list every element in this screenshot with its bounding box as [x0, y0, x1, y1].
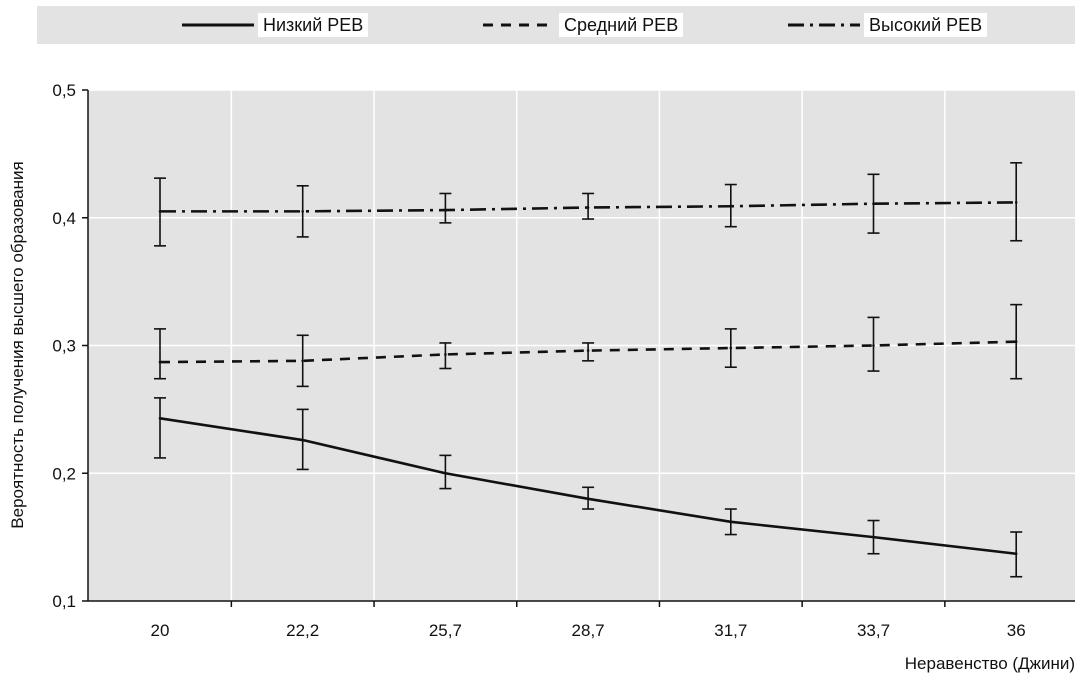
y-tick-label: 0,5: [52, 81, 76, 100]
data-point: [729, 346, 733, 350]
series-layer: [154, 162, 1023, 578]
y-tick-label: 0,2: [52, 464, 76, 483]
legend-item-low: Низкий РЕВ: [182, 6, 369, 44]
x-tick-label: 36: [1007, 621, 1026, 640]
x-axis-title: Неравенство (Джини): [905, 654, 1075, 673]
data-point: [158, 210, 162, 213]
data-point: [1014, 552, 1018, 556]
legend-dashed-line-icon: [483, 23, 555, 27]
data-point: [729, 204, 733, 208]
data-point: [301, 359, 305, 363]
data-point: [872, 535, 875, 539]
y-tick-label: 0,4: [52, 209, 76, 228]
x-ticks: 20 22,2 25,7 28,7 31,7 33,7 36: [151, 601, 1026, 640]
data-point: [586, 349, 590, 352]
y-tick-label: 0,3: [52, 337, 76, 356]
data-point: [158, 360, 162, 364]
x-tick-label: 33,7: [857, 621, 890, 640]
legend-label-medium: Средний РЕВ: [559, 13, 684, 37]
legend-solid-line-icon: [182, 23, 254, 27]
legend-item-medium: Средний РЕВ: [483, 6, 684, 44]
legend-item-high: Высокий РЕВ: [788, 6, 988, 44]
x-tick-label: 22,2: [286, 621, 319, 640]
x-tick-label: 28,7: [572, 621, 605, 640]
data-point: [444, 208, 447, 212]
y-axis-title: Вероятность получения высшего образовани…: [8, 161, 27, 528]
data-point: [872, 202, 875, 205]
data-point: [729, 520, 733, 524]
x-tick-label: 25,7: [429, 621, 462, 640]
legend-dashdot-line-icon: [788, 23, 860, 27]
y-ticks: 0,1 0,2 0,3 0,4 0,5: [52, 81, 88, 611]
series-2: [154, 303, 1023, 388]
series-3: [154, 162, 1023, 247]
data-point: [158, 417, 162, 420]
data-point: [444, 353, 447, 356]
grid: [88, 89, 1075, 601]
data-point: [586, 497, 590, 501]
data-point: [444, 471, 447, 475]
legend-label-high: Высокий РЕВ: [864, 13, 988, 37]
x-tick-label: 31,7: [714, 621, 747, 640]
data-point: [1014, 201, 1018, 204]
data-point: [301, 438, 305, 442]
data-point: [586, 206, 590, 209]
y-tick-label: 0,1: [52, 592, 76, 611]
series-1: [154, 397, 1023, 578]
data-point: [301, 210, 305, 213]
legend-label-low: Низкий РЕВ: [258, 13, 369, 37]
legend: Низкий РЕВ Средний РЕВ Высокий РЕВ: [37, 6, 1075, 44]
data-point: [1014, 340, 1018, 343]
data-point: [872, 344, 875, 347]
x-tick-label: 20: [151, 621, 170, 640]
